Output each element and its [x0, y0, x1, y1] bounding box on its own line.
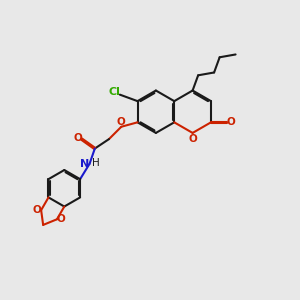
Text: O: O	[57, 214, 66, 224]
Text: O: O	[74, 133, 82, 142]
Text: O: O	[32, 205, 41, 215]
Text: H: H	[92, 158, 99, 168]
Text: O: O	[226, 117, 236, 127]
Text: N: N	[80, 159, 89, 169]
Text: Cl: Cl	[109, 87, 121, 97]
Text: O: O	[188, 134, 197, 144]
Text: O: O	[116, 117, 125, 127]
